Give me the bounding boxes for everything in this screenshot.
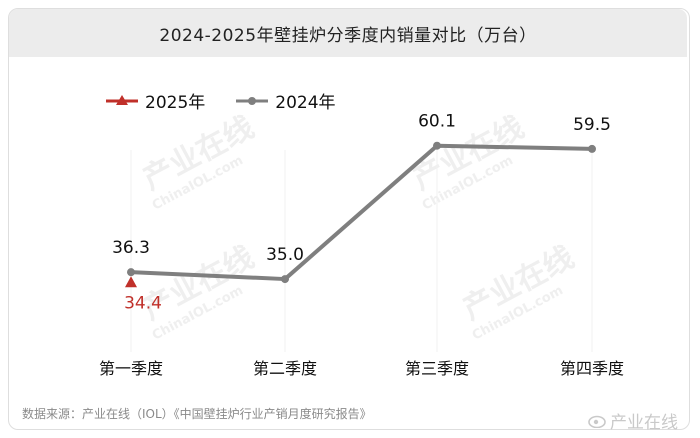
x-axis-ticks: 第一季度 第二季度 第三季度 第四季度 <box>99 359 624 378</box>
legend-label-2025: 2025年 <box>145 93 206 113</box>
x-tick-label: 第四季度 <box>560 359 624 378</box>
series-2024-point <box>281 275 289 284</box>
data-label-2024: 36.3 <box>112 238 150 258</box>
data-label-2025: 34.4 <box>124 293 162 313</box>
data-labels: 36.3 35.0 60.1 59.5 34.4 <box>112 112 611 314</box>
chart-card <box>8 8 690 430</box>
series-2025-point <box>125 276 137 288</box>
series-2024-line <box>130 143 593 282</box>
legend-label-2024: 2024年 <box>275 93 336 113</box>
legend: 2025年 2024年 <box>105 88 336 113</box>
series-layer <box>125 141 596 288</box>
series-2024-point <box>127 268 135 277</box>
series-2024-point <box>588 144 596 153</box>
x-tick-label: 第一季度 <box>99 359 163 378</box>
x-tick-label: 第二季度 <box>253 359 317 378</box>
source-note: 数据来源：产业在线（IOL）《中国壁挂炉行业产销月度研究报告》 <box>22 407 372 421</box>
data-label-2024: 59.5 <box>573 115 611 135</box>
weibo-icon <box>588 415 606 428</box>
legend-item-2025: 2025年 <box>105 88 205 113</box>
weibo-watermark: 产业在线 <box>588 408 678 433</box>
series-2024-point <box>433 141 441 150</box>
data-label-2024: 60.1 <box>418 112 456 132</box>
data-label-2024: 35.0 <box>266 245 304 265</box>
legend-item-2024: 2024年 <box>235 88 336 113</box>
category-guides <box>130 150 593 352</box>
legend-marker-triangle-icon <box>106 94 138 105</box>
weibo-text: 产业在线 <box>610 413 678 433</box>
legend-marker-circle-icon <box>236 96 269 105</box>
x-tick-label: 第三季度 <box>405 359 469 378</box>
chart-title: 2024-2025年壁挂炉分季度内销量对比（万台） <box>9 9 687 57</box>
watermark-group: 产业在线 ChinaIOL.com 产业在线 ChinaIOL.com 产业在线… <box>137 110 579 344</box>
